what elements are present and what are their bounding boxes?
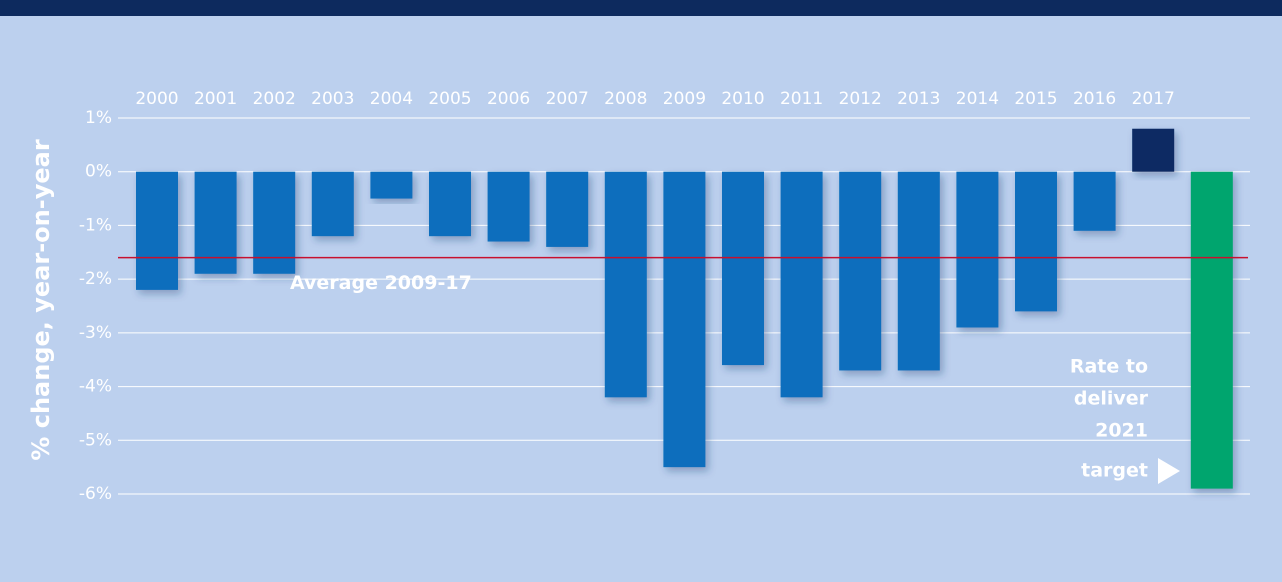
- x-tick-label: 2010: [721, 89, 764, 109]
- y-axis-label: % change, year-on-year: [27, 139, 55, 460]
- bar: [722, 171, 764, 366]
- annotation-arrow: [1158, 458, 1180, 484]
- x-tick-label: 2002: [253, 89, 296, 109]
- y-tick-label: 1%: [85, 108, 112, 128]
- y-tick-label: 0%: [85, 162, 112, 182]
- x-tick-label: 2006: [487, 89, 530, 109]
- bar: [253, 171, 296, 274]
- annotation-text: deliver: [1074, 388, 1149, 410]
- bar: [839, 171, 882, 371]
- x-tick-label: 2000: [135, 89, 178, 109]
- bar: [604, 171, 647, 398]
- x-tick-label: 2009: [663, 89, 706, 109]
- bar: [194, 171, 237, 274]
- x-tick-label: 2016: [1073, 89, 1116, 109]
- y-tick-label: -5%: [79, 430, 112, 450]
- bar: [1132, 128, 1175, 172]
- top-banner: [0, 0, 1282, 16]
- x-tick-label: 2005: [428, 89, 471, 109]
- x-tick-label: 2004: [370, 89, 413, 109]
- bar: [1073, 171, 1116, 231]
- x-tick-label: 2008: [604, 89, 647, 109]
- bar: [1015, 171, 1057, 312]
- average-label: Average 2009-17: [290, 272, 472, 294]
- y-tick-label: -3%: [79, 323, 112, 343]
- x-tick-label: 2015: [1014, 89, 1057, 109]
- y-tick-label: -1%: [79, 215, 112, 235]
- bar: [487, 171, 530, 242]
- annotation-text: Rate to: [1070, 356, 1148, 378]
- annotation-text: target: [1081, 460, 1148, 482]
- x-tick-label: 2013: [897, 89, 940, 109]
- y-tick-label: -6%: [79, 484, 112, 504]
- bar: [897, 171, 940, 371]
- bar: [429, 171, 471, 237]
- bar: [370, 171, 413, 199]
- bar: [1190, 171, 1233, 489]
- bar: [311, 171, 354, 237]
- bar: [780, 171, 823, 398]
- annotation-text: 2021: [1095, 420, 1148, 442]
- x-tick-label: 2014: [956, 89, 999, 109]
- x-tick-label: 2003: [311, 89, 354, 109]
- x-tick-label: 2007: [546, 89, 589, 109]
- bar: [136, 171, 178, 290]
- x-tick-label: 2011: [780, 89, 823, 109]
- x-tick-label: 2012: [839, 89, 882, 109]
- y-tick-label: -2%: [79, 269, 112, 289]
- y-tick-label: -4%: [79, 377, 112, 397]
- x-tick-label: 2017: [1132, 89, 1175, 109]
- bar: [663, 171, 706, 468]
- x-tick-label: 2001: [194, 89, 237, 109]
- bar: [546, 171, 589, 247]
- bar: [956, 171, 999, 328]
